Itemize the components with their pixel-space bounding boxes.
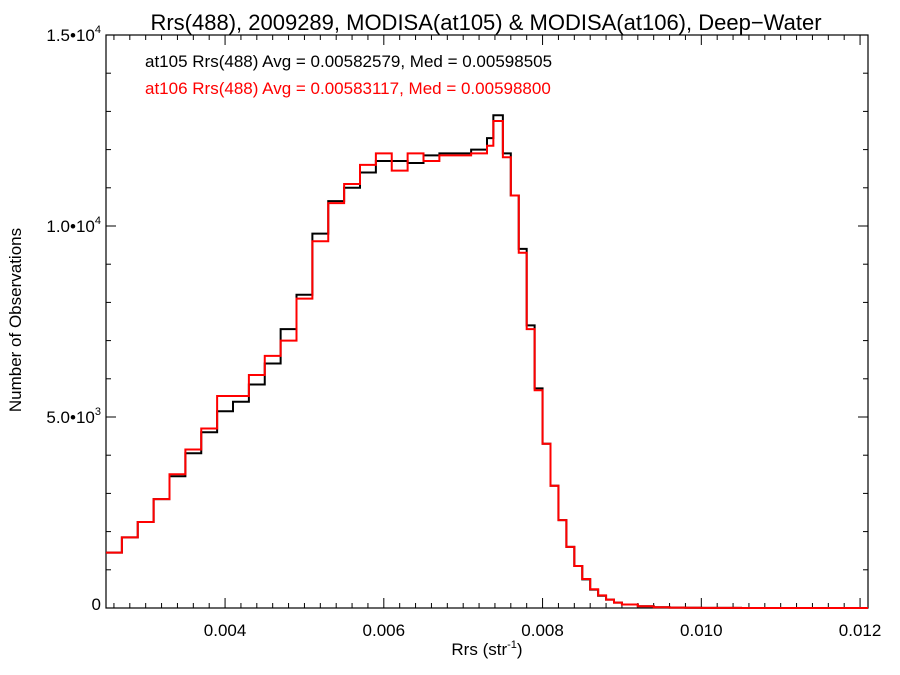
axes-layer: 0.004 0.006 0.008 0.010 0.012 0 5.0•103 1.0•104… <box>46 24 881 640</box>
annotation-at105: at105 Rrs(488) Avg = 0.00582579, Med = 0… <box>145 52 552 71</box>
chart-title: Rrs(488), 2009289, MODISA(at105) & MODIS… <box>150 10 821 35</box>
x-axis-label: Rrs (str-1) <box>451 639 522 659</box>
x-tick-label: 0.004 <box>204 621 247 640</box>
x-tick-label: 0.010 <box>680 621 723 640</box>
plot-frame <box>105 34 869 609</box>
histogram-series-at105 <box>106 114 868 609</box>
annotation-at106: at106 Rrs(488) Avg = 0.00583117, Med = 0… <box>145 79 551 98</box>
x-tick-label: 0.012 <box>839 621 882 640</box>
y-tick-label: 1.0•104 <box>46 215 101 236</box>
y-tick-label: 1.5•104 <box>46 24 101 45</box>
y-tick-label: 5.0•103 <box>46 406 101 427</box>
x-tick-label: 0.008 <box>521 621 564 640</box>
y-tick-label: 0 <box>92 595 101 614</box>
y-axis-label: Number of Observations <box>6 228 25 412</box>
series-layer <box>106 114 868 609</box>
histogram-series-at106 <box>106 119 868 609</box>
x-tick-label: 0.006 <box>363 621 406 640</box>
